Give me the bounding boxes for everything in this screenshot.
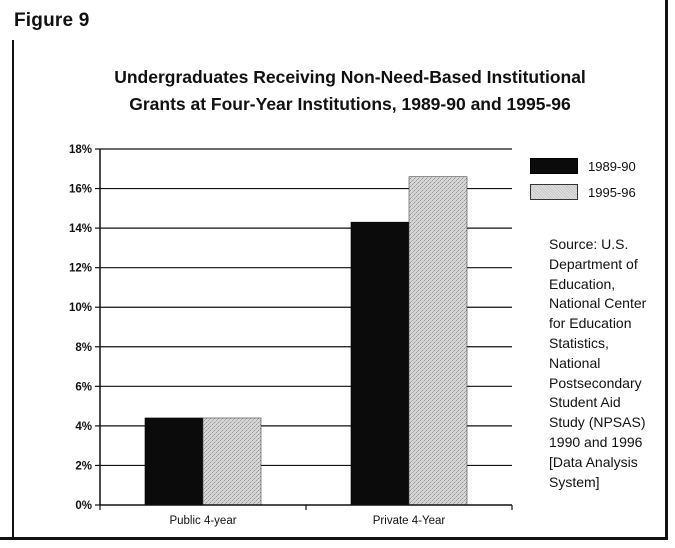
bars — [144, 176, 468, 506]
source-line: Education, — [549, 275, 616, 292]
source-line: [Data Analysis — [549, 453, 638, 470]
source-line: Department of — [549, 255, 638, 272]
y-tick-label: 6% — [75, 381, 92, 393]
y-tick-label: 0% — [75, 500, 92, 512]
source-line: Source: U.S. — [549, 236, 629, 252]
bar-1989-90-private-4-year — [350, 221, 410, 506]
y-tick-label: 2% — [75, 460, 92, 472]
axes — [95, 148, 513, 510]
chart-title: Undergraduates Receiving Non-Need-Based … — [70, 64, 630, 118]
y-tick-label: 4% — [75, 421, 92, 433]
chart-title-line-2: Grants at Four-Year Institutions, 1989-9… — [129, 94, 571, 114]
legend-swatch-1995-96 — [530, 184, 578, 200]
source-line: Postsecondary — [549, 374, 642, 391]
source-line: Statistics, — [549, 334, 609, 351]
x-tick-label: Private 4-Year — [373, 515, 446, 527]
y-tick-label: 14% — [69, 223, 92, 235]
source-line: System] — [549, 473, 600, 490]
y-tick-label: 10% — [69, 302, 92, 314]
source-note: Source: U.S. Department of Education, Natio… — [549, 235, 667, 492]
figure-left-border — [12, 40, 14, 540]
source-line: 1990 and 1996 — [549, 433, 643, 450]
y-tick-label: 18% — [69, 144, 92, 156]
axis-labels: 0% 2% 4% 6% 8% 10% 12% 14% 16% 18% Public 4-year Pr… — [69, 144, 445, 527]
legend-item-1989-90: 1989-90 — [530, 158, 636, 174]
x-tick-label: Public 4-year — [169, 515, 236, 527]
legend-swatch-1989-90 — [530, 158, 578, 174]
source-line: National — [549, 354, 601, 371]
legend-item-1995-96: 1995-96 — [530, 184, 636, 200]
y-tick-label: 16% — [69, 184, 92, 196]
bar-1989-90-public-4-year — [144, 417, 204, 506]
legend-label-1989-90: 1989-90 — [588, 158, 636, 174]
figure-label: Figure 9 — [14, 10, 90, 31]
chart-title-line-1: Undergraduates Receiving Non-Need-Based … — [114, 67, 586, 87]
source-line: Student Aid — [549, 394, 621, 411]
bar-1995-96-public-4-year — [202, 417, 262, 506]
y-tick-label: 12% — [69, 263, 92, 275]
legend-label-1995-96: 1995-96 — [588, 184, 636, 200]
figure-frame — [0, 0, 668, 540]
bar-1995-96-private-4-year — [408, 176, 468, 506]
source-line: for Education — [549, 315, 632, 332]
source-line: National Center — [549, 295, 647, 312]
source-line: Study (NPSAS) — [549, 414, 646, 431]
y-tick-label: 8% — [75, 342, 92, 354]
